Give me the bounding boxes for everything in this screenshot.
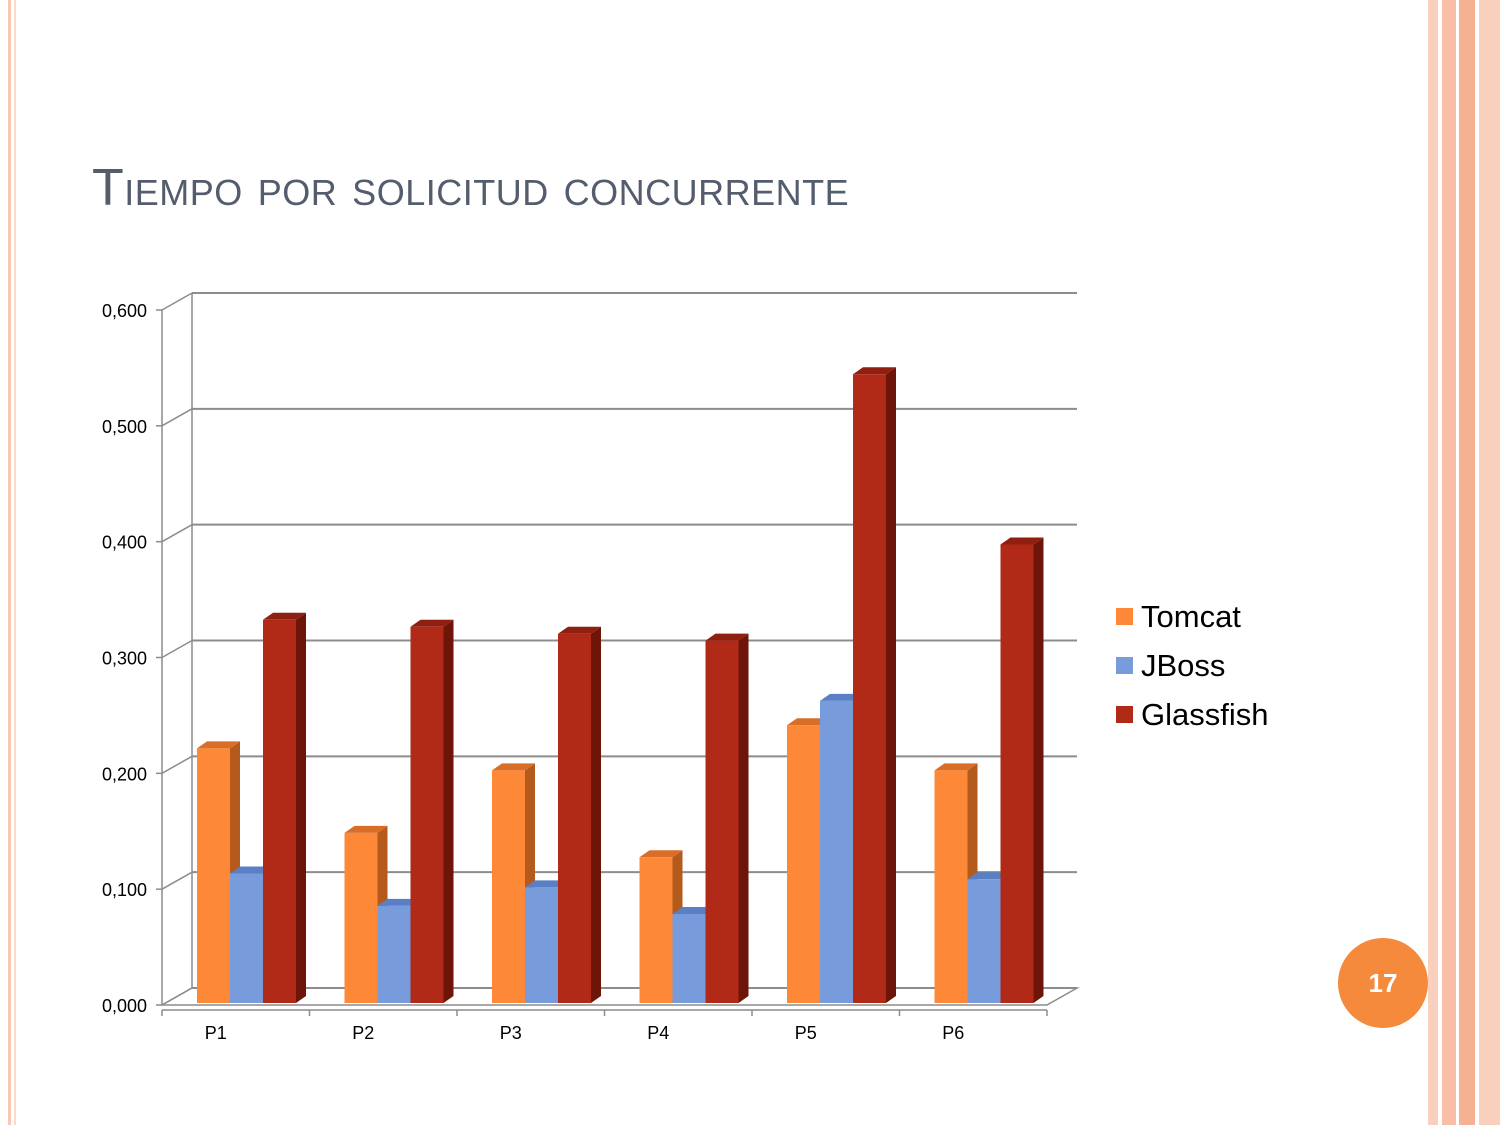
gridline-connector: [161, 408, 193, 427]
x-tick-label: P3: [500, 1023, 522, 1043]
y-tick-label: 0,600: [102, 301, 147, 321]
bar: [967, 879, 1001, 1003]
x-tick-label: P1: [205, 1023, 227, 1043]
bar-top: [1000, 537, 1044, 545]
frame-stripe: [1428, 0, 1438, 1125]
page-number-badge: 17: [1338, 938, 1428, 1028]
y-tick-label: 0,000: [102, 996, 147, 1016]
y-tick-label: 0,500: [102, 417, 147, 437]
bar: [820, 700, 853, 1003]
gridline-connector: [161, 755, 193, 774]
bar-top: [672, 907, 716, 915]
bar: [377, 905, 411, 1003]
bar-top: [344, 825, 388, 833]
bar: [787, 725, 820, 1003]
bar: [672, 914, 706, 1003]
bar: [197, 748, 230, 1003]
bar-top: [525, 880, 568, 888]
bar: [344, 832, 378, 1003]
bar-top: [558, 626, 601, 634]
frame-stripe: [14, 0, 16, 1125]
frame-stripe: [1456, 0, 1459, 1125]
bar-side: [886, 367, 896, 1003]
legend-label: Tomcat: [1141, 598, 1241, 634]
bar: [853, 374, 886, 1003]
bar-top: [639, 850, 683, 858]
bar: [525, 887, 558, 1003]
legend-label: Glassfish: [1141, 696, 1269, 732]
bar: [492, 770, 525, 1003]
frame-stripe: [1442, 0, 1456, 1125]
gridline-connector: [161, 639, 193, 659]
bar: [705, 640, 739, 1003]
bar-top: [934, 763, 978, 771]
bar-top: [705, 633, 749, 641]
bar-side: [296, 612, 306, 1003]
x-tick-label: P2: [352, 1023, 374, 1043]
bar-top: [377, 898, 421, 906]
legend-item-jboss: JBoss: [1116, 641, 1268, 690]
bar: [263, 619, 296, 1003]
bar: [410, 626, 444, 1003]
bar-side: [738, 633, 749, 1003]
bar-side: [591, 626, 601, 1003]
bar-side: [1033, 537, 1044, 1003]
bar: [230, 873, 263, 1003]
frame-stripe: [8, 0, 11, 1125]
legend-swatch: [1116, 706, 1133, 723]
slide-frame-right: [1428, 0, 1500, 1125]
bar-top: [197, 741, 240, 749]
bar: [934, 770, 968, 1003]
frame-stripe: [1459, 0, 1475, 1125]
legend-item-tomcat: Tomcat: [1116, 592, 1268, 641]
bar-top: [820, 693, 863, 701]
bar-top: [853, 367, 896, 375]
y-tick-label: 0,100: [102, 880, 147, 900]
legend-item-glassfish: Glassfish: [1116, 690, 1268, 739]
bar: [639, 857, 673, 1003]
chart-legend: Tomcat JBoss Glassfish: [1116, 592, 1268, 739]
y-tick-label: 0,200: [102, 764, 147, 784]
bar-top: [410, 619, 454, 627]
frame-stripe: [1475, 0, 1479, 1125]
gridline-connector: [161, 524, 193, 543]
slide-title: Tiempo por solicitud concurrente: [92, 159, 850, 217]
y-tick-label: 0,400: [102, 533, 147, 553]
bar-top: [967, 872, 1011, 880]
x-tick-label: P4: [647, 1023, 669, 1043]
frame-stripe: [1479, 0, 1500, 1125]
gridline-connector: [161, 871, 193, 890]
chart-floor: [159, 987, 1080, 1006]
bar-top: [492, 763, 535, 771]
bar-top: [263, 612, 306, 620]
frame-stripe: [1438, 0, 1442, 1125]
legend-label: JBoss: [1141, 647, 1226, 683]
gridline-connector: [161, 292, 193, 311]
slide-frame-left: [0, 0, 20, 1125]
legend-swatch: [1116, 657, 1133, 674]
legend-swatch: [1116, 608, 1133, 625]
x-tick-label: P5: [795, 1023, 817, 1043]
bar-top: [787, 718, 830, 726]
y-tick-label: 0,300: [102, 649, 147, 669]
bar: [558, 633, 591, 1003]
x-tick-label: P6: [942, 1023, 964, 1043]
bar-top: [230, 866, 273, 874]
bar: [1000, 544, 1034, 1003]
bar-side: [443, 619, 454, 1003]
